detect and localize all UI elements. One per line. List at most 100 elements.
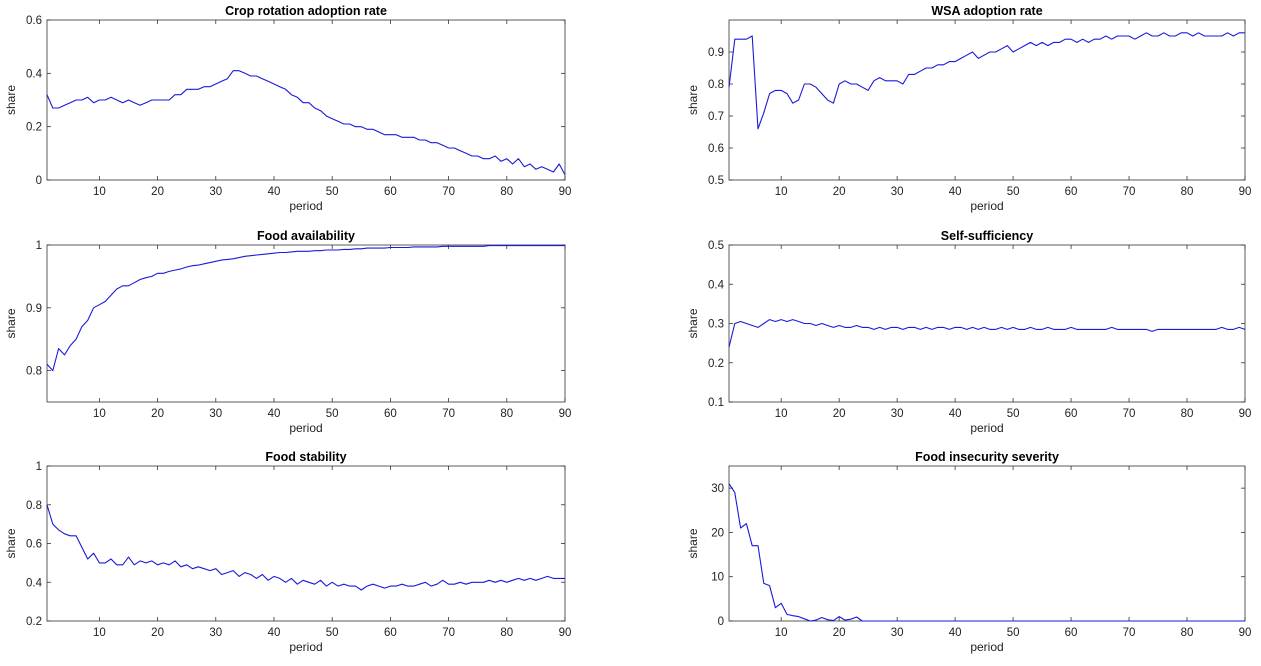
x-tick-label: 40 [268, 408, 281, 420]
y-tick-label: 0.3 [708, 319, 724, 331]
subplot-6: 10 20 30 40 50 60 70 80 90 0 10 20 30 Food insecurity… [686, 450, 1251, 654]
plot-area [46, 465, 566, 622]
subplot-3: 10 20 30 40 50 60 70 80 90 0.8 0.9 1 Food availabili… [4, 229, 571, 435]
x-tick-label: 80 [1181, 186, 1194, 198]
x-tick-label: 30 [891, 408, 904, 420]
x-tick-label: 30 [209, 627, 222, 639]
x-tick-label: 10 [775, 186, 788, 198]
x-tick-label: 20 [151, 408, 164, 420]
y-tick-label: 0.6 [26, 15, 42, 27]
y-tick-label: 0.8 [26, 366, 42, 378]
x-tick-label: 50 [1007, 186, 1020, 198]
x-tick-label: 40 [268, 627, 281, 639]
x-tick-label: 10 [775, 627, 788, 639]
x-tick-label: 20 [833, 186, 846, 198]
y-tick-label: 1 [36, 240, 42, 252]
y-tick-label: 0 [36, 175, 42, 187]
x-axis-label: period [970, 199, 1003, 213]
x-tick-label: 40 [268, 186, 281, 198]
y-tick-label: 0 [718, 616, 724, 628]
series-line [46, 245, 565, 372]
x-tick-label: 30 [209, 408, 222, 420]
y-tick-label: 0.4 [708, 279, 725, 291]
x-tick-label: 70 [442, 627, 455, 639]
x-tick-label: 20 [151, 627, 164, 639]
x-tick-label: 50 [1007, 408, 1020, 420]
series-line [728, 319, 1246, 348]
x-axis-label: period [289, 199, 322, 213]
y-tick-label: 30 [711, 483, 724, 495]
y-tick-label: 0.6 [708, 143, 724, 155]
y-tick-label: 0.2 [26, 122, 42, 134]
chart-title: Food availability [257, 229, 355, 243]
x-tick-label: 60 [384, 627, 397, 639]
x-tick-label: 50 [326, 186, 339, 198]
x-tick-label: 90 [1239, 408, 1252, 420]
chart-title: WSA adoption rate [931, 4, 1042, 18]
x-tick-label: 50 [1007, 627, 1020, 639]
chart-title: Self-sufficiency [941, 229, 1033, 243]
subplot-2: 10 20 30 40 50 60 70 80 90 0.5 0.6 0.7 0.8 0.9 WSA ado… [686, 4, 1251, 213]
y-tick-label: 0.5 [708, 240, 724, 252]
x-tick-label: 40 [949, 186, 962, 198]
x-tick-label: 90 [559, 186, 572, 198]
subplot-5: 10 20 30 40 50 60 70 80 90 0.2 0.4 0.6 0.8 1 Food stab… [4, 450, 571, 654]
chart-title: Food stability [265, 450, 346, 464]
x-tick-label: 70 [1123, 186, 1136, 198]
y-tick-label: 0.4 [26, 577, 43, 589]
plot-area [728, 465, 1246, 622]
x-tick-label: 10 [93, 627, 106, 639]
x-tick-label: 90 [1239, 627, 1252, 639]
x-axis-label: period [289, 640, 322, 654]
x-tick-label: 90 [559, 408, 572, 420]
y-axis-label: share [686, 308, 700, 338]
y-tick-label: 0.4 [26, 68, 43, 80]
x-tick-label: 60 [384, 408, 397, 420]
x-tick-label: 20 [151, 186, 164, 198]
x-tick-label: 40 [949, 627, 962, 639]
y-tick-label: 0.1 [708, 397, 724, 409]
y-axis-label: share [686, 85, 700, 115]
x-tick-label: 90 [559, 627, 572, 639]
y-axis-label: share [686, 528, 700, 558]
x-tick-label: 90 [1239, 186, 1252, 198]
x-tick-label: 80 [500, 408, 513, 420]
y-axis-label: share [4, 85, 18, 115]
y-tick-label: 0.9 [26, 303, 42, 315]
y-tick-label: 0.5 [708, 175, 724, 187]
x-tick-label: 60 [384, 186, 397, 198]
series-line [728, 483, 1245, 622]
x-tick-label: 10 [93, 408, 106, 420]
chart-title: Crop rotation adoption rate [225, 4, 387, 18]
x-axis-label: period [970, 421, 1003, 435]
x-tick-label: 80 [1181, 627, 1194, 639]
x-tick-label: 80 [500, 627, 513, 639]
x-tick-label: 10 [93, 186, 106, 198]
y-tick-label: 0.2 [26, 616, 42, 628]
x-tick-label: 70 [1123, 408, 1136, 420]
y-axis-label: share [4, 528, 18, 558]
y-tick-label: 0.8 [26, 500, 42, 512]
x-tick-label: 50 [326, 408, 339, 420]
x-tick-label: 70 [1123, 627, 1136, 639]
x-tick-label: 80 [1181, 408, 1194, 420]
y-tick-label: 0.2 [708, 358, 724, 370]
y-tick-label: 1 [36, 461, 42, 473]
x-tick-label: 80 [500, 186, 513, 198]
x-tick-label: 60 [1065, 186, 1078, 198]
x-tick-label: 30 [891, 186, 904, 198]
chart-title: Food insecurity severity [915, 450, 1059, 464]
y-tick-label: 20 [711, 527, 724, 539]
x-tick-label: 20 [833, 408, 846, 420]
plot-area [46, 19, 566, 181]
x-tick-label: 60 [1065, 627, 1078, 639]
y-tick-label: 0.6 [26, 539, 42, 551]
x-tick-label: 30 [891, 627, 904, 639]
x-axis-label: period [970, 640, 1003, 654]
x-tick-label: 70 [442, 408, 455, 420]
x-tick-label: 40 [949, 408, 962, 420]
x-axis-label: period [289, 421, 322, 435]
series-line [728, 32, 1245, 130]
series-line [46, 70, 566, 175]
